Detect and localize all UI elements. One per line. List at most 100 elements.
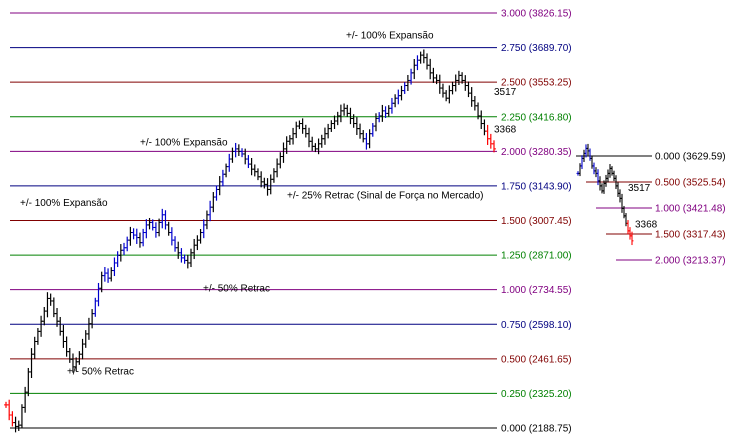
main-ohlc-bars — [4, 49, 496, 433]
ohlc-bar — [303, 124, 308, 138]
ohlc-bar — [281, 142, 286, 163]
ohlc-bar — [176, 241, 181, 259]
ohlc-bar — [415, 55, 420, 71]
ohlc-bar — [287, 135, 292, 145]
ohlc-bar — [335, 111, 340, 126]
ohlc-bar — [316, 138, 321, 155]
fib-level-label: 2.250 (3416.80) — [501, 112, 572, 123]
mini-ohlc-bar — [586, 143, 590, 156]
ohlc-bar — [150, 219, 155, 231]
ohlc-bar — [453, 74, 458, 92]
mini-ohlc-bar — [630, 231, 634, 246]
ohlc-bar — [252, 164, 257, 177]
ohlc-bar — [106, 268, 111, 283]
annotation-text: +/- 50% Retrac — [203, 283, 270, 294]
ohlc-bar — [383, 106, 388, 118]
fib-level-label: 0.250 (2325.20) — [501, 389, 572, 400]
ohlc-bar — [367, 129, 372, 149]
ohlc-bar — [329, 120, 334, 132]
mini-ohlc-bar — [620, 193, 624, 213]
mini-ohlc-bar — [608, 164, 612, 178]
ohlc-bar — [16, 420, 21, 431]
ohlc-bar — [361, 130, 366, 143]
ohlc-bar — [147, 217, 152, 230]
annotation-text: +/- 100% Expansão — [346, 30, 434, 41]
mini-fib-levels: 0.000 (3629.59) 0.500 (3525.54) 1.000 (342… — [576, 152, 726, 267]
ohlc-bar — [425, 53, 430, 70]
annotation-text: +/- 100% Expansão — [140, 137, 228, 148]
ohlc-bar — [169, 227, 174, 246]
ohlc-bar — [39, 315, 44, 337]
mini-ohlc-bar — [590, 155, 594, 169]
fib-level-label: 3.000 (3826.15) — [501, 9, 572, 20]
ohlc-bar — [271, 168, 276, 183]
mini-fib-level-label: 0.000 (3629.59) — [655, 152, 726, 163]
mini-ohlc-bar — [578, 163, 582, 177]
ohlc-bar — [348, 107, 353, 125]
ohlc-bar — [118, 244, 123, 262]
ohlc-bar — [227, 153, 232, 172]
ohlc-bar — [431, 67, 436, 83]
mini-ohlc-bar — [592, 162, 596, 175]
ohlc-bar — [195, 235, 200, 251]
ohlc-bar — [262, 177, 267, 189]
ohlc-bar — [275, 158, 280, 178]
ohlc-bar — [67, 347, 72, 363]
ohlc-bar — [236, 144, 241, 156]
ohlc-bar — [249, 158, 254, 176]
annotation-text: +/- 25% Retrac (Sinal de Força no Mercad… — [287, 191, 483, 202]
ohlc-bar — [326, 123, 331, 139]
ohlc-bar — [466, 81, 471, 98]
ohlc-bar — [389, 97, 394, 114]
ohlc-bar — [166, 221, 171, 236]
mini-ohlc-bar — [594, 167, 598, 178]
ohlc-bar — [29, 348, 34, 379]
ohlc-bar — [479, 110, 484, 130]
ohlc-bar — [472, 96, 477, 111]
ohlc-bar — [255, 168, 260, 181]
ohlc-bar — [418, 51, 423, 64]
mini-fib-level-label: 1.500 (3317.43) — [655, 229, 726, 240]
ohlc-bar — [32, 336, 37, 359]
ohlc-bar — [364, 132, 369, 150]
ohlc-bar — [456, 70, 461, 86]
ohlc-bar — [396, 89, 401, 105]
ohlc-bar — [386, 105, 391, 117]
ohlc-bar — [444, 90, 449, 102]
ohlc-bar — [51, 297, 56, 318]
ohlc-bar — [291, 127, 296, 145]
ohlc-bar — [214, 185, 219, 201]
mini-ohlc-bar — [580, 155, 584, 170]
mini-ohlc-bar — [606, 169, 610, 183]
ohlc-bar — [122, 242, 127, 256]
ohlc-bar — [230, 147, 235, 163]
ohlc-bar — [173, 236, 178, 252]
ohlc-bar — [421, 49, 426, 64]
fib-level-label: 1.000 (2734.55) — [501, 285, 572, 296]
ohlc-bar — [204, 210, 209, 230]
ohlc-bar — [450, 81, 455, 95]
ohlc-bar — [294, 121, 299, 139]
mini-ohlc-bar — [604, 174, 608, 187]
ohlc-bar — [137, 232, 142, 248]
ohlc-bar — [109, 267, 114, 282]
ohlc-bar — [220, 169, 225, 187]
fib-level-label: 0.000 (2188.75) — [501, 424, 572, 435]
main-fib-levels: 3.000 (3826.15) 2.750 (3689.70) 2.500 (355… — [10, 9, 572, 435]
mini-ohlc-bar — [612, 170, 616, 182]
ohlc-bar — [157, 218, 162, 237]
ohlc-bar — [428, 58, 433, 80]
ohlc-bar — [380, 104, 385, 122]
mini-ohlc-bars — [576, 143, 634, 246]
ohlc-bar — [332, 115, 337, 130]
ohlc-bar — [412, 59, 417, 80]
ohlc-bar — [35, 328, 40, 345]
ohlc-bar — [211, 192, 216, 213]
fib-level-label: 1.750 (3143.90) — [501, 181, 572, 192]
annotation-text: +/- 100% Expansão — [20, 198, 108, 209]
ohlc-bar — [10, 411, 15, 427]
ohlc-bar — [319, 134, 324, 148]
ohlc-bar — [399, 85, 404, 101]
mini-price-label: 3517 — [628, 183, 651, 194]
ohlc-bar — [354, 117, 359, 135]
